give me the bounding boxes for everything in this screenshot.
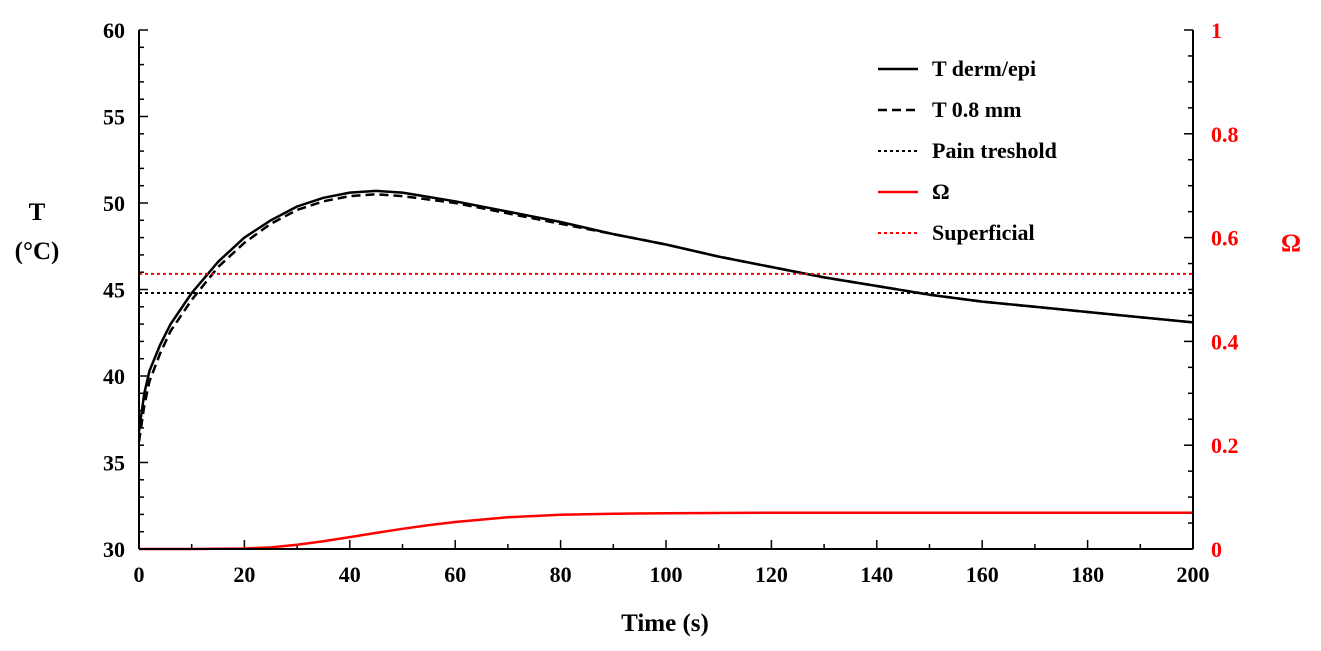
y-tick-label: 50 [103, 191, 125, 216]
series-line-t-derm-epi [137, 189, 1194, 432]
x-tick-label: 60 [444, 562, 466, 587]
y-tick-label: 30 [103, 537, 125, 562]
y-tick-label: 60 [103, 18, 125, 43]
y2-tick-label: 1 [1211, 18, 1222, 43]
x-tick-label: 80 [550, 562, 572, 587]
x-tick-label: 140 [860, 562, 893, 587]
y2-tick-label: 0.6 [1211, 226, 1239, 251]
x-tick-label: 120 [755, 562, 788, 587]
series-line-omega [139, 511, 1193, 551]
x-tick-label: 20 [233, 562, 255, 587]
tick-marks [138, 29, 1194, 550]
y-axis-title-line2: (°C) [15, 238, 60, 265]
x-tick-label: 180 [1071, 562, 1104, 587]
x-tick-label: 200 [1177, 562, 1210, 587]
y2-axis-title: Ω [1281, 230, 1301, 257]
y-tick-label: 45 [103, 278, 125, 303]
x-tick-label: 0 [134, 562, 145, 587]
legend-label: T 0.8 mm [932, 97, 1021, 122]
y-axis-title-line1: T [29, 199, 46, 226]
axes-layer [138, 30, 1194, 550]
y2-tick-label: 0.2 [1211, 433, 1239, 458]
y-tick-label: 55 [103, 105, 125, 130]
x-tick-label: 40 [339, 562, 361, 587]
tick-labels: 0 20 40 60 80 100 120 140 160 180 200 30 35 40 45 50 55 6… [103, 18, 1239, 587]
legend-label: Ω [932, 179, 950, 204]
x-tick-label: 100 [650, 562, 683, 587]
y-tick-label: 35 [103, 451, 125, 476]
legend-label: T derm/epi [932, 56, 1036, 81]
x-tick-label: 160 [966, 562, 999, 587]
series-layer [137, 189, 1194, 551]
legend-label: Superficial [932, 220, 1035, 245]
y2-tick-label: 0.4 [1211, 329, 1239, 354]
y2-tick-label: 0 [1211, 537, 1222, 562]
y-tick-label: 40 [103, 364, 125, 389]
legend: T derm/epi T 0.8 mm Pain treshold Ω Superfic… [878, 56, 1057, 245]
series-line-t-0-8-mm [137, 193, 1194, 442]
legend-label: Pain treshold [932, 138, 1057, 163]
x-axis-title: Time (s) [621, 610, 709, 637]
y2-tick-label: 0.8 [1211, 122, 1239, 147]
